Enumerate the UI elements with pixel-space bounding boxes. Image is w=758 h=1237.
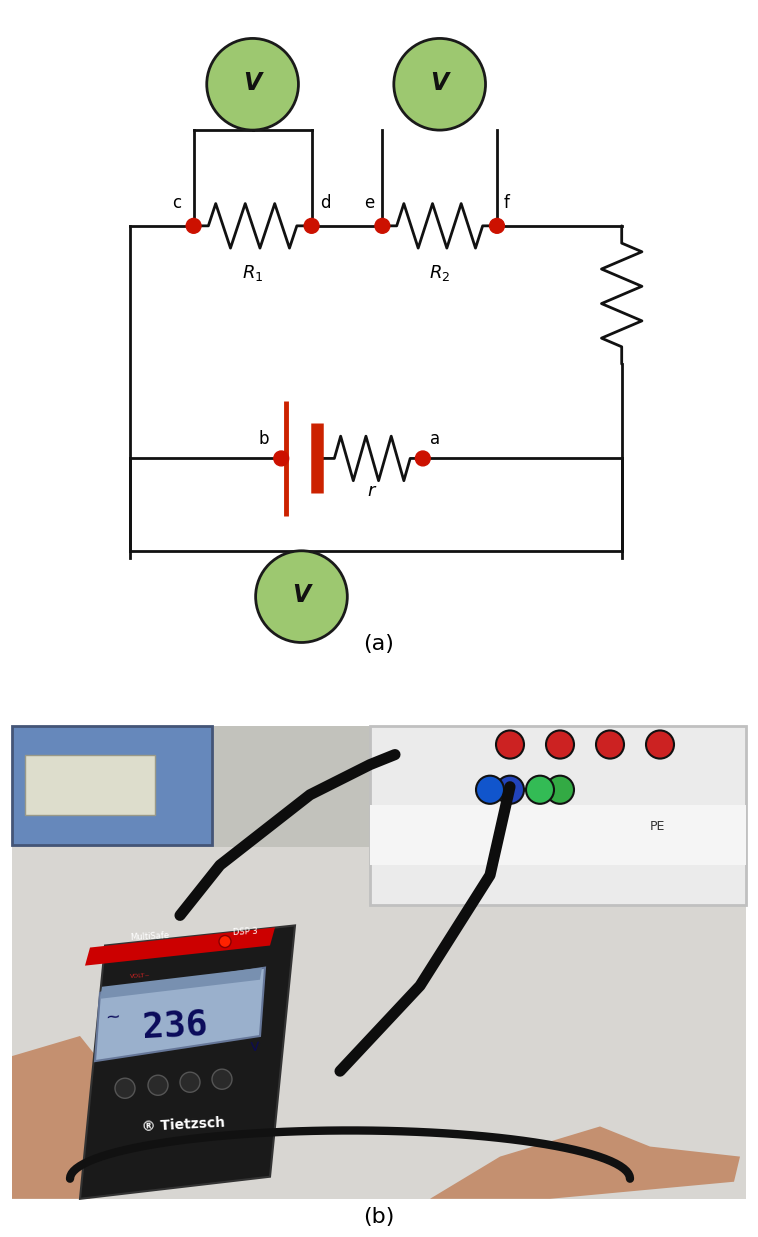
Circle shape	[219, 935, 231, 948]
Text: PE: PE	[650, 820, 666, 833]
Circle shape	[375, 219, 390, 234]
Text: $r$: $r$	[367, 482, 377, 500]
Circle shape	[546, 776, 574, 804]
Text: c: c	[172, 194, 181, 213]
Circle shape	[476, 776, 504, 804]
Polygon shape	[100, 967, 262, 998]
Text: V: V	[243, 71, 262, 95]
Polygon shape	[80, 925, 295, 1199]
Polygon shape	[280, 1127, 740, 1199]
Text: f: f	[504, 194, 509, 213]
Bar	[12, 726, 746, 1199]
Polygon shape	[95, 967, 265, 1061]
Polygon shape	[85, 928, 275, 966]
Circle shape	[304, 219, 319, 234]
Text: ® Tietzsch: ® Tietzsch	[141, 1116, 225, 1133]
Circle shape	[526, 776, 554, 804]
Bar	[12, 847, 746, 1199]
Circle shape	[394, 38, 486, 130]
Circle shape	[496, 776, 524, 804]
Circle shape	[148, 1075, 168, 1095]
Bar	[370, 805, 746, 865]
Bar	[25, 755, 155, 815]
Polygon shape	[12, 1037, 120, 1199]
Circle shape	[274, 452, 289, 466]
Text: a: a	[430, 430, 440, 448]
Text: MultiSafe: MultiSafe	[130, 930, 170, 941]
Circle shape	[255, 550, 347, 642]
Circle shape	[415, 452, 431, 466]
Circle shape	[646, 730, 674, 758]
Circle shape	[186, 219, 201, 234]
Text: VOLT~: VOLT~	[130, 972, 151, 978]
Circle shape	[490, 219, 504, 234]
Text: b: b	[258, 430, 269, 448]
Circle shape	[596, 730, 624, 758]
Text: $R_2$: $R_2$	[429, 263, 450, 283]
Bar	[370, 726, 746, 905]
Text: 236: 236	[142, 1007, 208, 1044]
Text: (b): (b)	[363, 1207, 395, 1227]
Circle shape	[180, 1072, 200, 1092]
Circle shape	[212, 1069, 232, 1090]
Text: (a): (a)	[364, 633, 394, 654]
Bar	[12, 726, 212, 845]
Circle shape	[207, 38, 299, 130]
Text: $R_1$: $R_1$	[242, 263, 263, 283]
Text: V: V	[293, 584, 311, 607]
Text: ~: ~	[105, 1008, 121, 1027]
Circle shape	[546, 730, 574, 758]
Circle shape	[115, 1079, 135, 1098]
Text: d: d	[320, 194, 330, 213]
Text: L3: L3	[650, 740, 665, 752]
Text: V: V	[431, 71, 449, 95]
Text: DSP 3: DSP 3	[233, 928, 258, 938]
Text: e: e	[364, 194, 374, 213]
Text: V: V	[250, 1040, 259, 1054]
Circle shape	[496, 730, 524, 758]
